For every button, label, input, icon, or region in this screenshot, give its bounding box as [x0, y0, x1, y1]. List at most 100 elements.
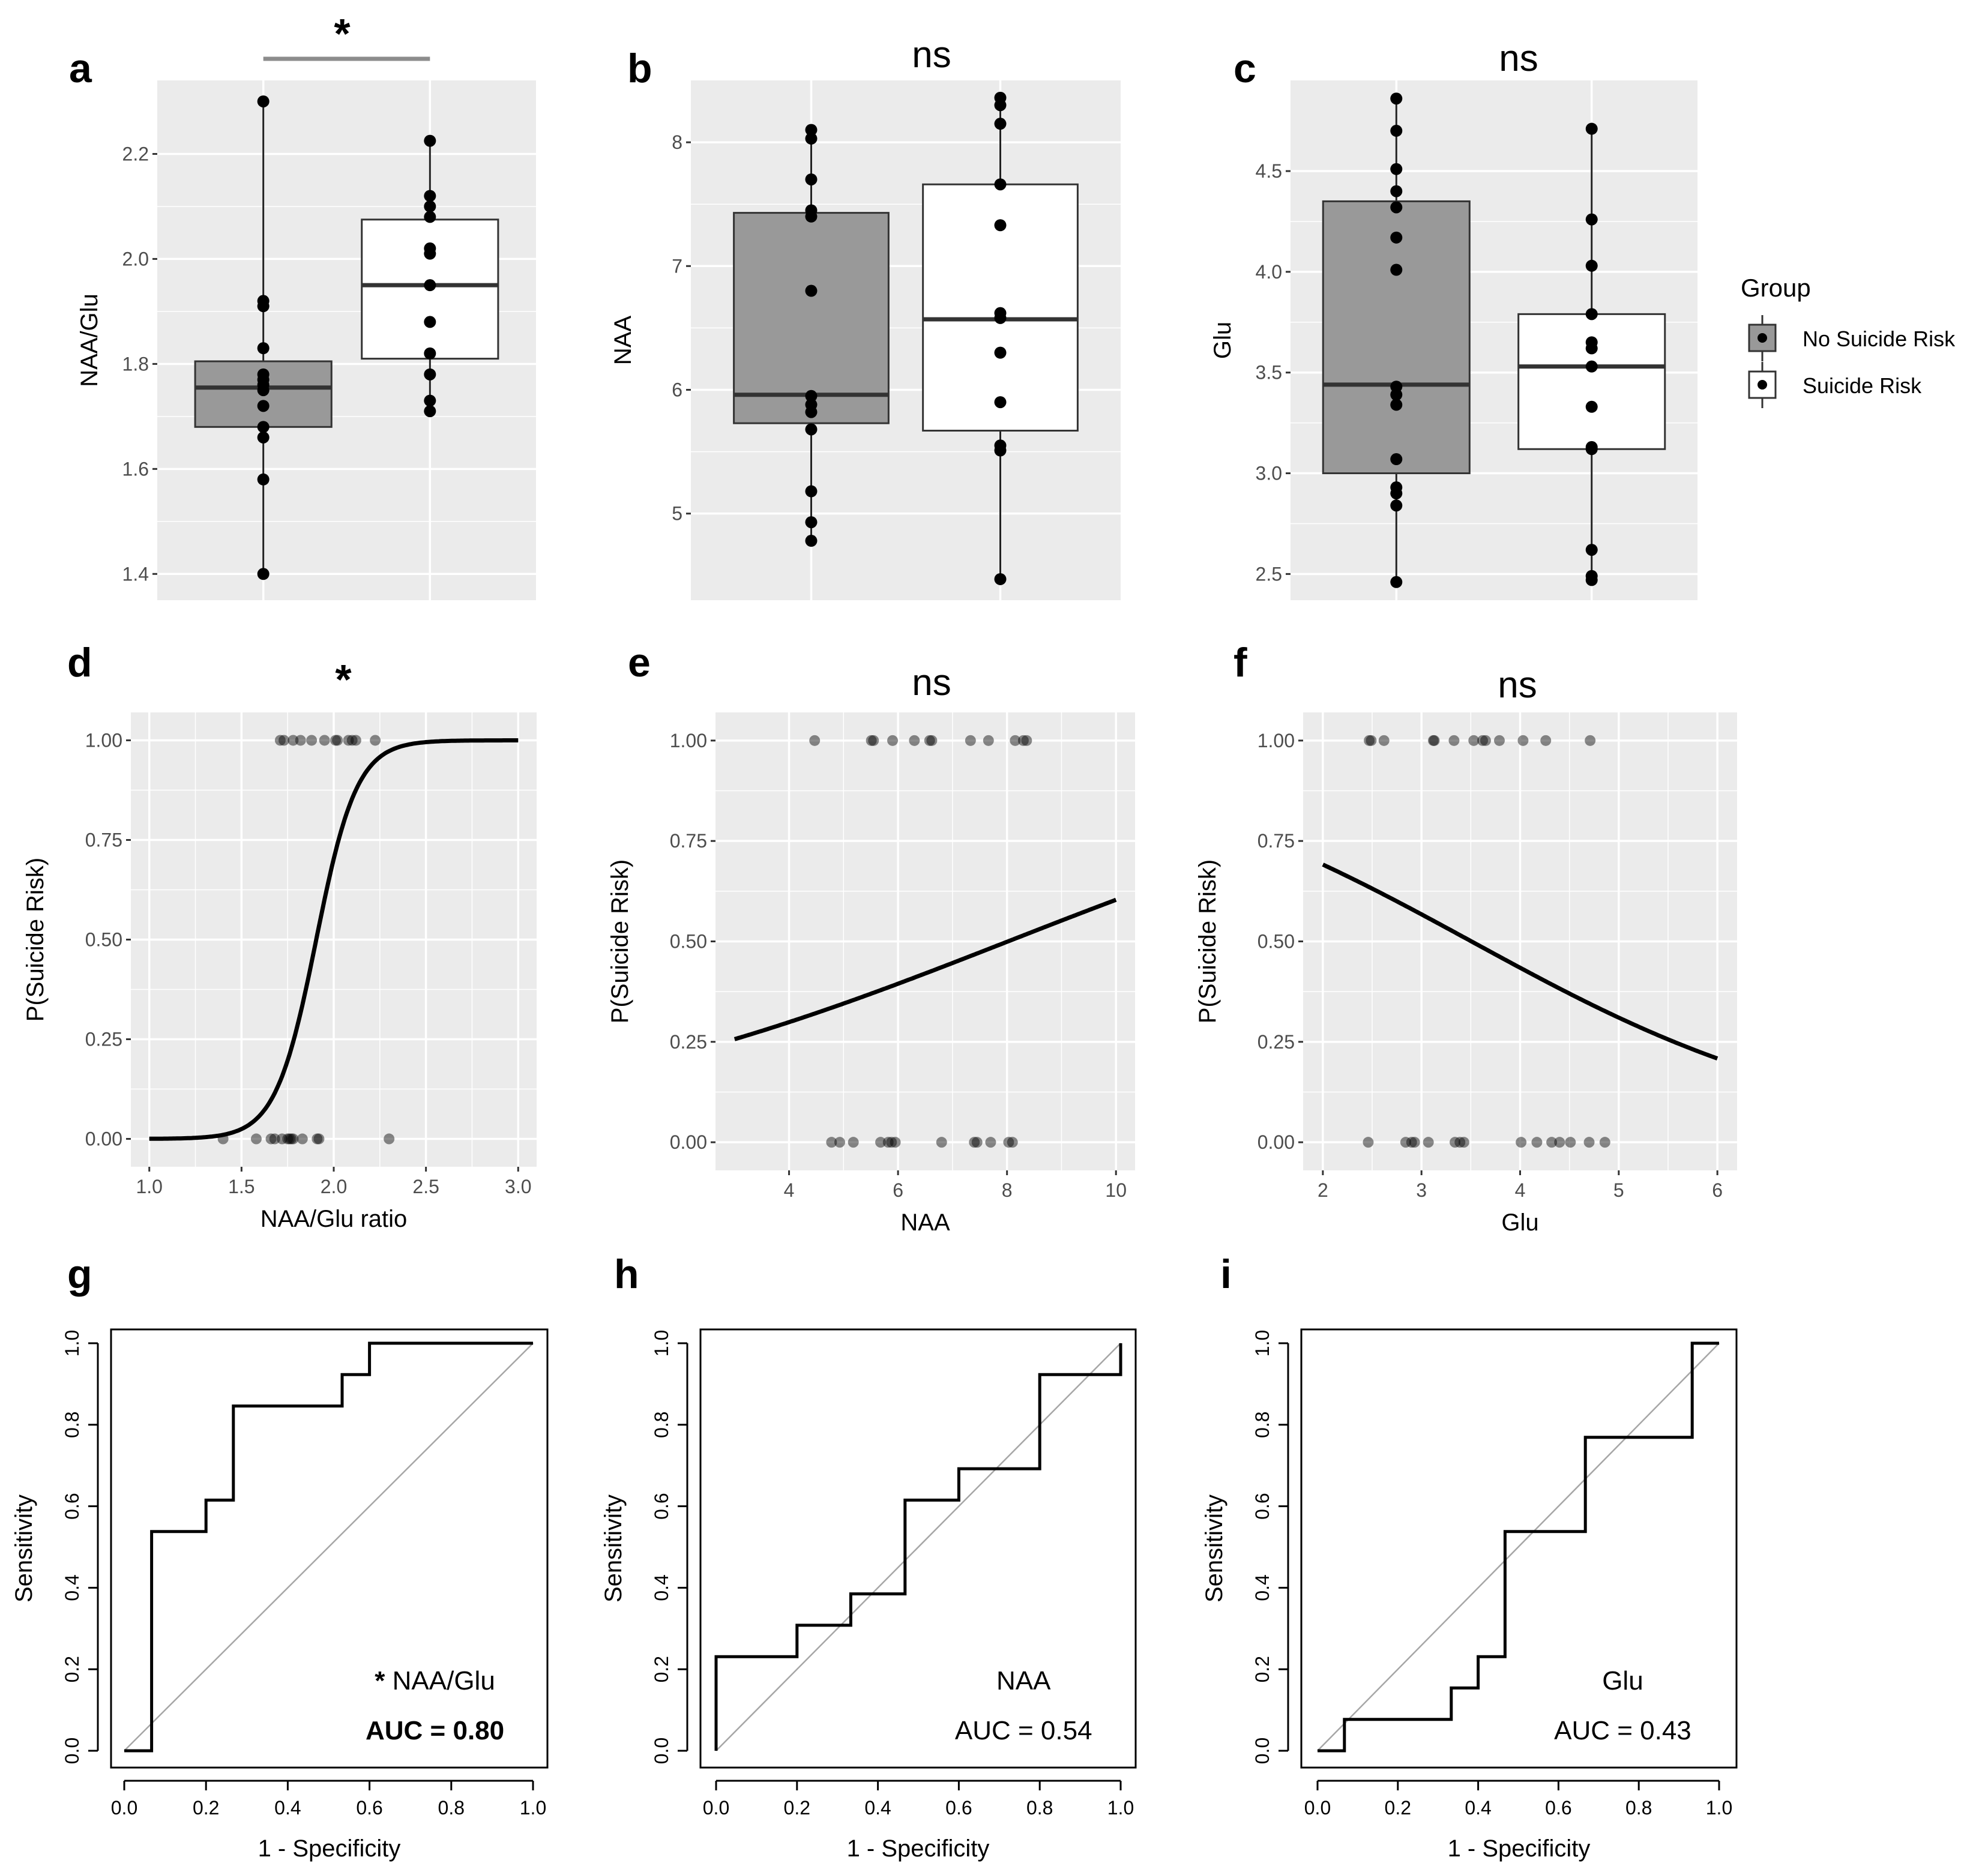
data-point-d-norisk-6	[284, 1133, 295, 1145]
data-point-c-1-7	[1585, 400, 1598, 413]
data-point-b-1-11	[994, 573, 1007, 585]
data-point-e-norisk-3	[875, 1137, 887, 1148]
data-point-b-0-0	[805, 124, 818, 136]
data-point-f-norisk-14	[1599, 1137, 1610, 1148]
data-point-a-0-7	[257, 384, 270, 397]
panel-b: b 5 6 7 8 ns NAA	[610, 34, 1121, 600]
ylabel-a: NAA/Glu	[76, 293, 103, 387]
ytick-label-f-0: 0.00	[1258, 1131, 1295, 1153]
roc-annotation-label-g: * NAA/Glu	[375, 1666, 495, 1696]
diagonal-reference-h	[715, 1343, 1121, 1751]
panel-g: g 0.0 0.2 0.4 0.6 0.8 1.0 0.0 0.2 0.4 0.6 0.8 1.0 1 -…	[11, 1251, 549, 1862]
panel-i: i 0.0 0.2 0.4 0.6 0.8 1.0 0.0 0.2 0.4 0.6 0.8 1.0 1 -…	[1201, 1251, 1738, 1862]
panel-label-e: e	[628, 640, 651, 685]
data-point-c-0-13	[1390, 499, 1403, 512]
data-point-f-risk-7	[1477, 735, 1489, 746]
data-point-b-1-10	[994, 444, 1007, 457]
data-point-e-norisk-2	[848, 1137, 859, 1148]
legend-title: Group	[1741, 274, 1811, 302]
box-b-0	[733, 212, 890, 424]
data-point-d-norisk-7	[286, 1133, 297, 1145]
data-point-f-risk-8	[1480, 735, 1491, 746]
xtick-label-i-0-8: 0.8	[1625, 1797, 1652, 1819]
data-point-f-risk-12	[1585, 735, 1596, 746]
plot-frame-h	[699, 1328, 1137, 1769]
data-point-e-norisk-5	[886, 1137, 897, 1148]
data-point-b-1-3	[994, 178, 1007, 191]
data-point-e-risk-11	[1021, 735, 1032, 746]
xtick-label-i-0-6: 0.6	[1545, 1797, 1571, 1819]
ytick-label-b-7: 7	[672, 255, 682, 277]
ytick-label-c-3-5: 3.5	[1256, 362, 1282, 384]
panels-layer: a1.41.61.82.02.2*NAA/Glub5678nsNAAc2.53.…	[11, 10, 1738, 1862]
significance-label-c: ns	[1499, 38, 1538, 79]
panel-label-f: f	[1233, 640, 1247, 685]
data-point-b-1-7	[994, 346, 1007, 359]
ytick-label-g-0-4: 0.4	[61, 1574, 83, 1601]
ytick-label-h-0: 0.0	[651, 1738, 672, 1764]
data-point-e-norisk-10	[985, 1137, 996, 1148]
data-point-e-norisk-9	[971, 1137, 983, 1148]
data-point-b-0-6	[805, 390, 818, 402]
xtick-label-h-1: 1.0	[1107, 1797, 1134, 1819]
plot-frame-i	[1300, 1328, 1738, 1769]
roc-annotation-name-g: NAA/Glu	[393, 1666, 495, 1696]
data-point-a-0-3	[257, 342, 270, 355]
ylabel-c: Glu	[1209, 322, 1236, 359]
ytick-label-d-0-25: 0.25	[85, 1029, 122, 1050]
data-point-c-1-10	[1585, 544, 1598, 556]
ytick-label-i-0-4: 0.4	[1252, 1574, 1273, 1601]
data-point-d-risk-1	[279, 735, 290, 746]
ytick-label-i-0-6: 0.6	[1252, 1493, 1273, 1519]
data-point-a-1-9	[424, 368, 436, 381]
data-point-e-norisk-4	[882, 1137, 894, 1148]
data-point-e-risk-1	[866, 735, 877, 746]
data-point-a-1-7	[424, 316, 436, 328]
panel-f: f 0.00 0.25 0.50 0.75 1.00 2 3 4 5 6 ns Glu P(Suicide…	[1194, 640, 1737, 1236]
roc-curve-h	[714, 1343, 1122, 1751]
ytick-label-i-0-2: 0.2	[1252, 1656, 1273, 1682]
panel-label-g: g	[67, 1251, 92, 1297]
data-point-f-norisk-4	[1423, 1137, 1434, 1148]
data-point-c-0-9	[1390, 399, 1403, 411]
roc-annotation-label-i: Glu	[1602, 1666, 1643, 1696]
xlabel-d: NAA/Glu ratio	[261, 1206, 408, 1232]
ytick-label-b-5: 5	[672, 503, 682, 525]
data-point-f-norisk-9	[1531, 1137, 1543, 1148]
xtick-label-i-1: 1.0	[1706, 1797, 1732, 1819]
roc-annotation-name-h: NAA	[996, 1666, 1051, 1696]
xtick-label-i-0-2: 0.2	[1385, 1797, 1411, 1819]
data-point-d-risk-4	[306, 735, 318, 746]
xtick-label-f-6: 6	[1712, 1179, 1723, 1201]
data-point-a-1-3	[424, 211, 436, 223]
data-point-a-1-1	[424, 190, 436, 202]
data-point-e-risk-0	[809, 735, 821, 746]
data-point-b-0-4	[805, 210, 818, 223]
data-point-c-0-12	[1390, 487, 1403, 500]
xtick-label-d-2: 2.0	[321, 1176, 347, 1197]
data-point-f-norisk-10	[1546, 1137, 1558, 1148]
significance-label-e: ns	[912, 662, 951, 703]
ytick-label-i-1: 1.0	[1252, 1330, 1273, 1356]
xtick-label-e-8: 8	[1002, 1179, 1013, 1201]
data-point-b-0-1	[805, 132, 818, 145]
ylabel-h: Sensitivity	[600, 1494, 627, 1603]
data-point-f-risk-4	[1429, 735, 1440, 746]
ytick-label-c-3: 3.0	[1256, 463, 1282, 484]
data-point-e-risk-10	[1017, 735, 1029, 746]
data-point-c-1-1	[1585, 213, 1598, 226]
legend-key-dot-no-risk	[1758, 333, 1767, 343]
panel-label-i: i	[1220, 1251, 1232, 1297]
data-point-c-1-12	[1585, 574, 1598, 586]
data-point-f-risk-9	[1493, 735, 1505, 746]
ytick-label-e-0-25: 0.25	[670, 1031, 707, 1053]
ytick-label-a-2: 2.0	[122, 248, 149, 269]
significance-label-d: *	[335, 656, 352, 703]
data-point-a-0-12	[257, 568, 270, 580]
data-point-f-norisk-11	[1554, 1137, 1565, 1148]
xtick-label-f-5: 5	[1613, 1179, 1624, 1201]
data-point-f-norisk-13	[1583, 1137, 1595, 1148]
data-point-c-1-5	[1585, 342, 1598, 355]
ytick-label-c-2-5: 2.5	[1256, 563, 1282, 585]
data-point-e-norisk-6	[890, 1137, 901, 1148]
